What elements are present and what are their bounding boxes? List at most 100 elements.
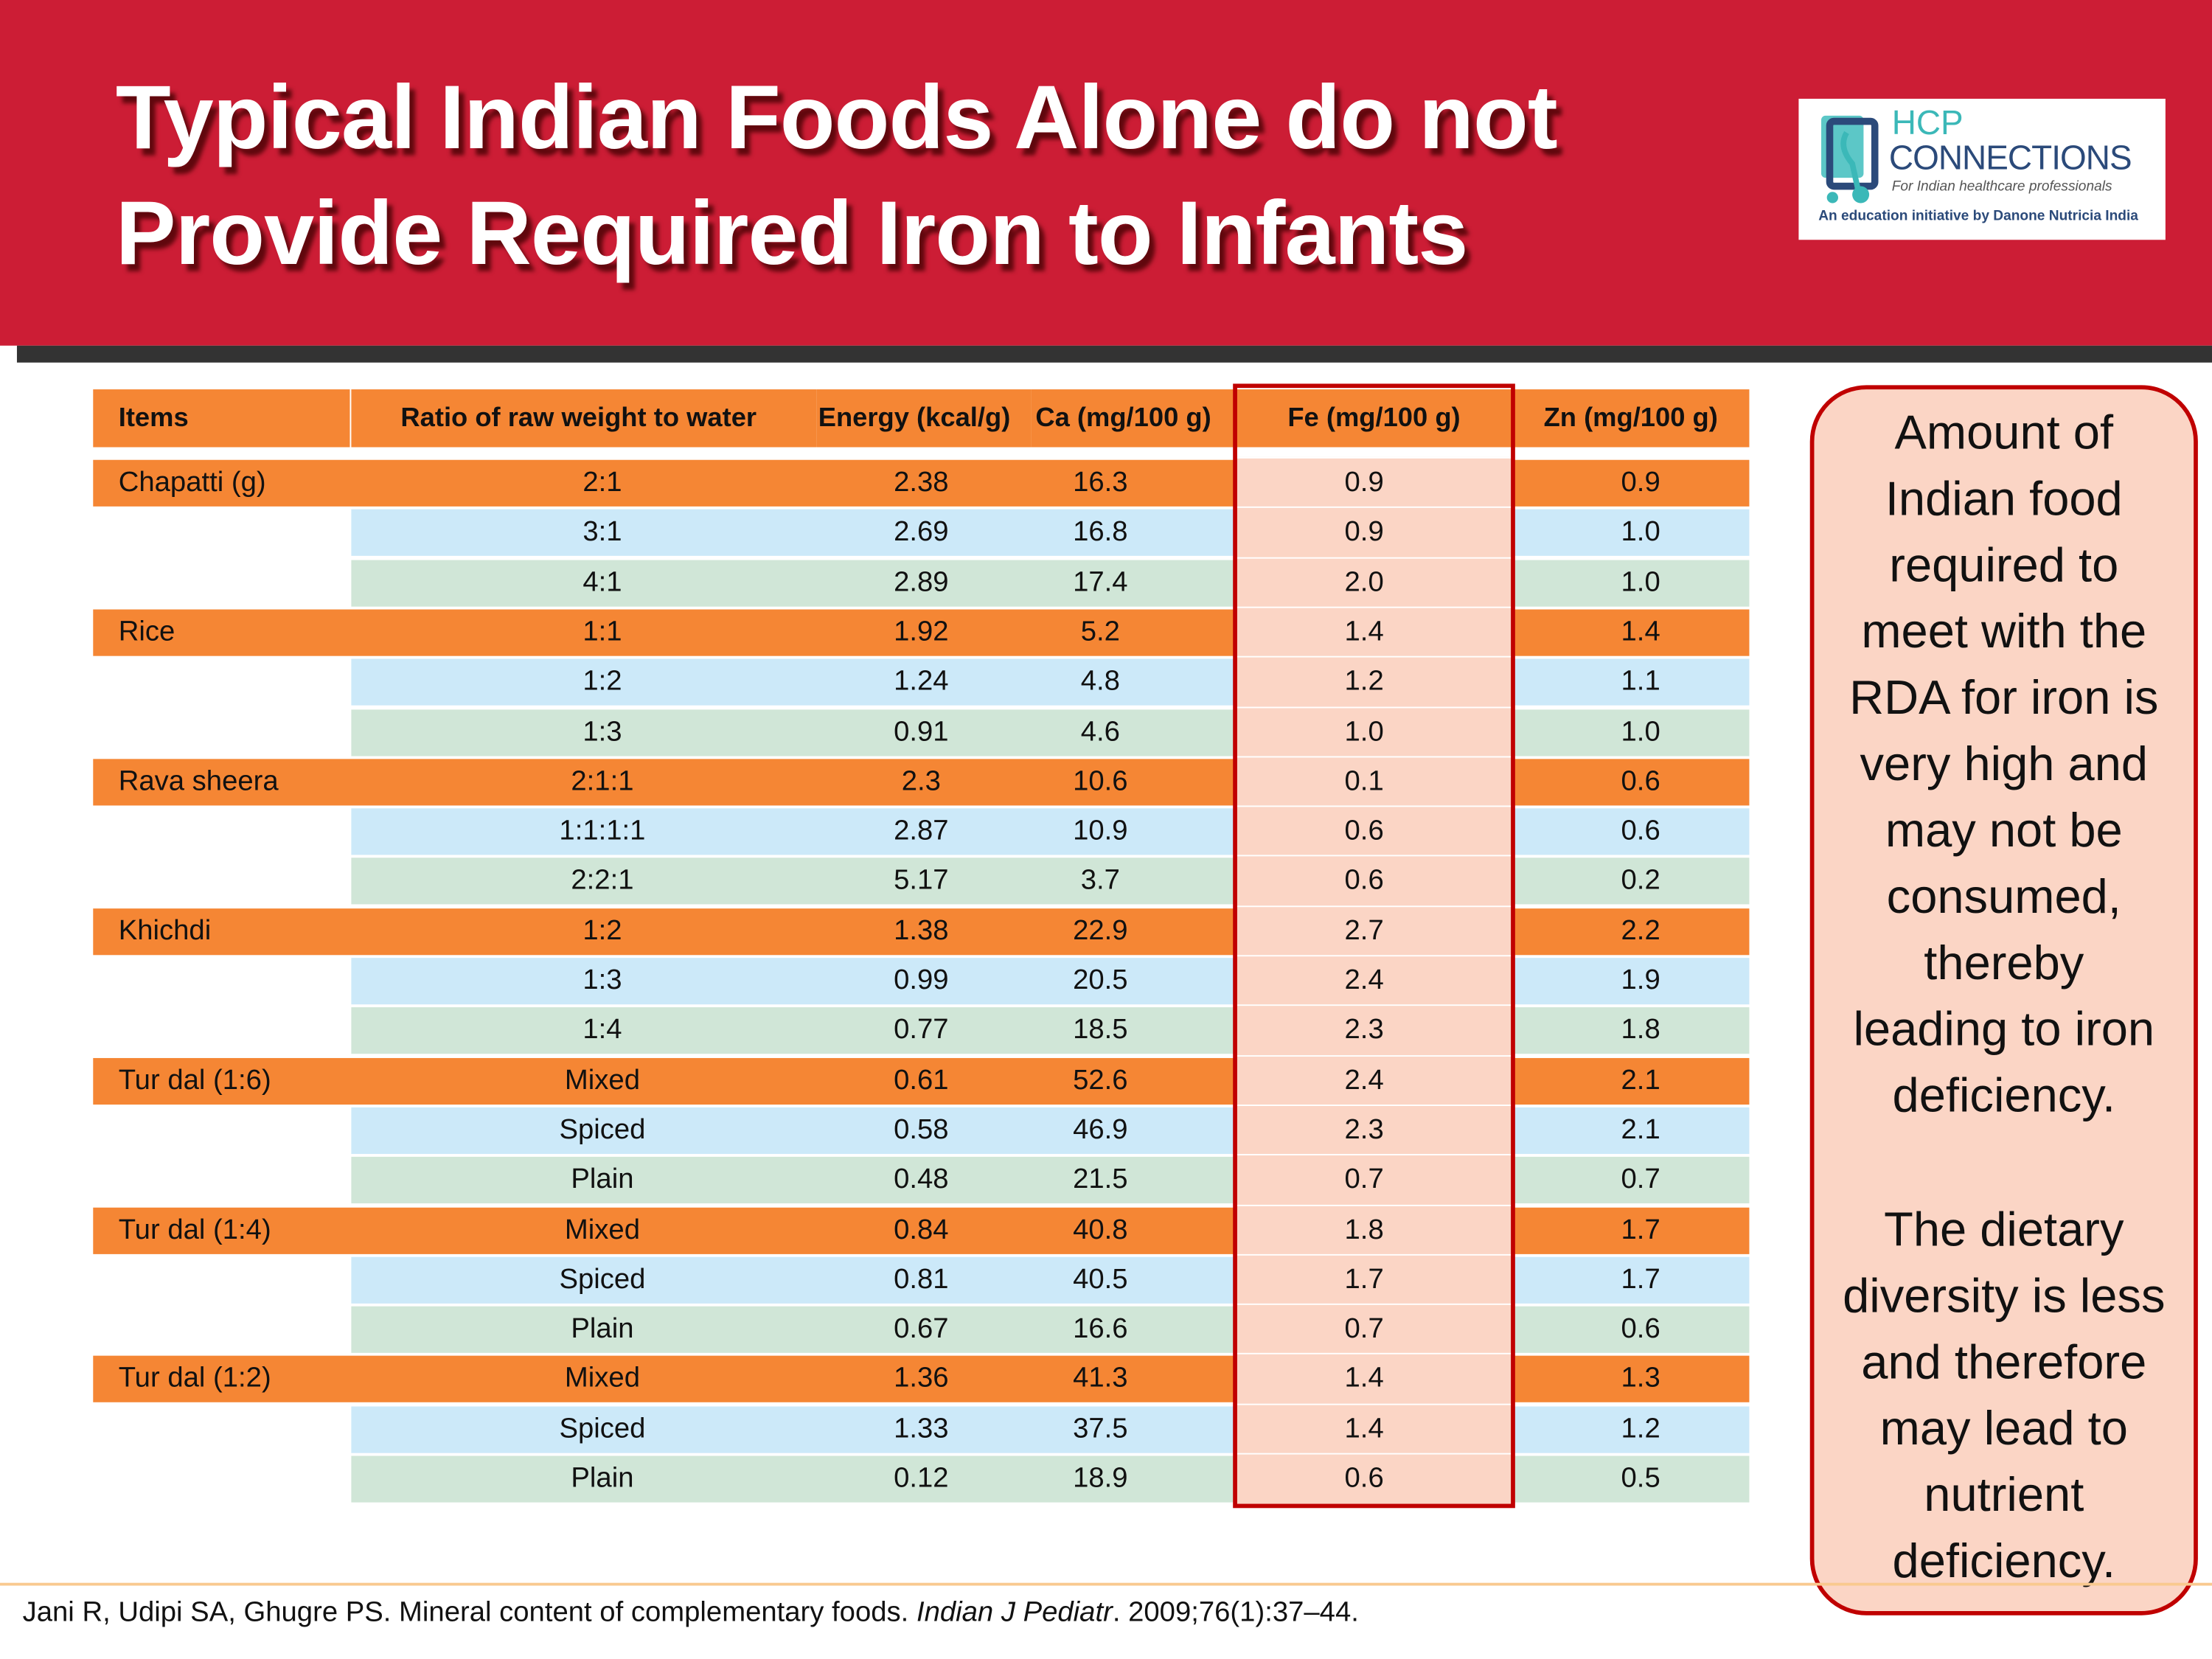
header-items: Items [93, 389, 350, 448]
cell-iron: 2.4 [1344, 1064, 1384, 1096]
cell-calcium: 16.3 [1073, 467, 1128, 498]
row-background [351, 559, 1750, 606]
title-banner: Typical Indian Foods Alone do not Provid… [0, 0, 2212, 346]
fe-cell-background [1236, 955, 1513, 1008]
cell-energy: 2.3 [901, 765, 941, 797]
cell-zinc: 1.4 [1621, 616, 1660, 647]
logo-connections: CONNECTIONS [1888, 139, 2132, 178]
fe-cell-background [1236, 1104, 1513, 1157]
logo-initiative: An education initiative by Danone Nutric… [1818, 209, 2138, 225]
cell-ratio: 3:1 [582, 516, 622, 548]
row-background [351, 709, 1750, 756]
callout-line: diversity is less [1843, 1269, 2166, 1324]
cell-iron: 1.4 [1344, 1363, 1384, 1395]
row-background [351, 808, 1750, 855]
cell-iron: 1.4 [1344, 616, 1384, 647]
fe-cell-background [1236, 1054, 1513, 1107]
cell-ratio: 1:2 [582, 666, 622, 698]
fe-cell-background [1236, 1004, 1513, 1057]
callout-line: very high and [1860, 737, 2149, 792]
callout-line: Amount of [1894, 406, 2114, 460]
callout-line: Indian food [1885, 472, 2123, 526]
fe-cell-background [1236, 1353, 1513, 1406]
hcp-connections-logo: HCP CONNECTIONS For Indian healthcare pr… [1798, 98, 2166, 240]
callout-panel: Amount of Indian food required to meet with… [1809, 385, 2198, 1615]
fe-cell-background [1236, 1203, 1513, 1256]
logo-tagline: For Indian healthcare professionals [1891, 178, 2112, 195]
cell-zinc: 0.9 [1621, 467, 1660, 498]
fe-cell-background [1236, 456, 1513, 509]
fe-cell-background [1236, 1304, 1513, 1356]
fe-cell-background [1236, 756, 1513, 808]
cell-iron: 0.6 [1344, 815, 1384, 847]
row-background [351, 858, 1750, 905]
cell-energy: 0.91 [894, 715, 949, 748]
row-background [351, 1455, 1750, 1503]
row-background [351, 658, 1750, 706]
cell-zinc: 1.7 [1621, 1263, 1660, 1295]
cell-ratio: 4:1 [582, 566, 622, 598]
cell-energy: 1.38 [894, 915, 949, 947]
logo-hcp: HCP [1891, 104, 1964, 143]
slide-title: Typical Indian Foods Alone do not Provid… [115, 59, 1558, 291]
cell-ratio: 2:2:1 [571, 865, 634, 897]
row-background [351, 958, 1750, 1005]
cell-iron: 0.7 [1344, 1164, 1384, 1195]
fe-cell-background [1236, 556, 1513, 609]
cell-zinc: 1.0 [1621, 516, 1660, 548]
cell-energy: 2.69 [894, 516, 949, 548]
cell-ratio: Plain [571, 1164, 634, 1195]
cell-calcium: 10.9 [1073, 815, 1128, 847]
cell-zinc: 1.0 [1621, 715, 1660, 748]
cell-iron: 2.4 [1344, 964, 1384, 996]
callout-line: The dietary [1884, 1203, 2124, 1257]
cell-iron: 2.0 [1344, 566, 1384, 598]
cell-ratio: Spiced [559, 1263, 646, 1295]
cell-calcium: 40.5 [1073, 1263, 1128, 1295]
cell-energy: 1.33 [894, 1413, 949, 1444]
cell-ratio: Mixed [564, 1064, 640, 1096]
header-ratio: Ratio of raw weight to water [351, 389, 817, 448]
cell-ratio: Spiced [559, 1413, 646, 1444]
title-line-2: Provide Required Iron to Infants [115, 181, 1468, 284]
cell-items: Rice [118, 616, 175, 647]
cell-zinc: 0.6 [1621, 1313, 1660, 1345]
cell-zinc: 0.7 [1621, 1164, 1660, 1195]
cell-ratio: 2:1:1 [571, 765, 634, 797]
cell-zinc: 0.5 [1621, 1463, 1660, 1495]
cell-iron: 2.7 [1344, 915, 1384, 947]
cell-calcium: 40.8 [1073, 1214, 1128, 1245]
tablet-stethoscope-icon [1821, 115, 1879, 204]
fe-cell-background [1236, 1453, 1513, 1506]
cell-calcium: 16.8 [1073, 516, 1128, 548]
row-background [351, 1107, 1750, 1154]
cell-energy: 0.58 [894, 1114, 949, 1146]
citation-details: . 2009;76(1):37–44. [1112, 1596, 1359, 1628]
cell-iron: 0.9 [1344, 516, 1384, 548]
row-background [351, 1157, 1750, 1204]
cell-items: Tur dal (1:6) [118, 1064, 271, 1096]
citation-authors: Jani R, Udipi SA, Ghugre PS. Mineral con… [22, 1596, 917, 1628]
cell-iron: 2.3 [1344, 1114, 1384, 1146]
header-calcium: Ca (mg/100 g) [1031, 389, 1237, 448]
cell-energy: 2.89 [894, 566, 949, 598]
cell-zinc: 1.2 [1621, 1413, 1660, 1444]
cell-energy: 2.38 [894, 467, 949, 498]
cell-iron: 1.0 [1344, 715, 1384, 748]
cell-calcium: 5.2 [1080, 616, 1120, 647]
cell-ratio: Plain [571, 1313, 634, 1345]
cell-ratio: 1:1:1:1 [559, 815, 646, 847]
cell-items: Tur dal (1:4) [118, 1214, 271, 1245]
cell-calcium: 18.5 [1073, 1015, 1128, 1046]
cell-calcium: 41.3 [1073, 1363, 1128, 1395]
callout-line: required to [1889, 538, 2119, 593]
citation: Jani R, Udipi SA, Ghugre PS. Mineral con… [23, 1597, 1359, 1630]
callout-line: deficiency. [1892, 1069, 2116, 1123]
cell-zinc: 1.9 [1621, 964, 1660, 996]
cell-iron: 0.7 [1344, 1313, 1384, 1345]
cell-iron: 1.2 [1344, 666, 1384, 698]
callout-line: RDA for iron is [1849, 671, 2159, 726]
cell-zinc: 1.3 [1621, 1363, 1660, 1395]
cell-energy: 1.24 [894, 666, 949, 698]
callout-line: deficiency. [1892, 1534, 2116, 1589]
